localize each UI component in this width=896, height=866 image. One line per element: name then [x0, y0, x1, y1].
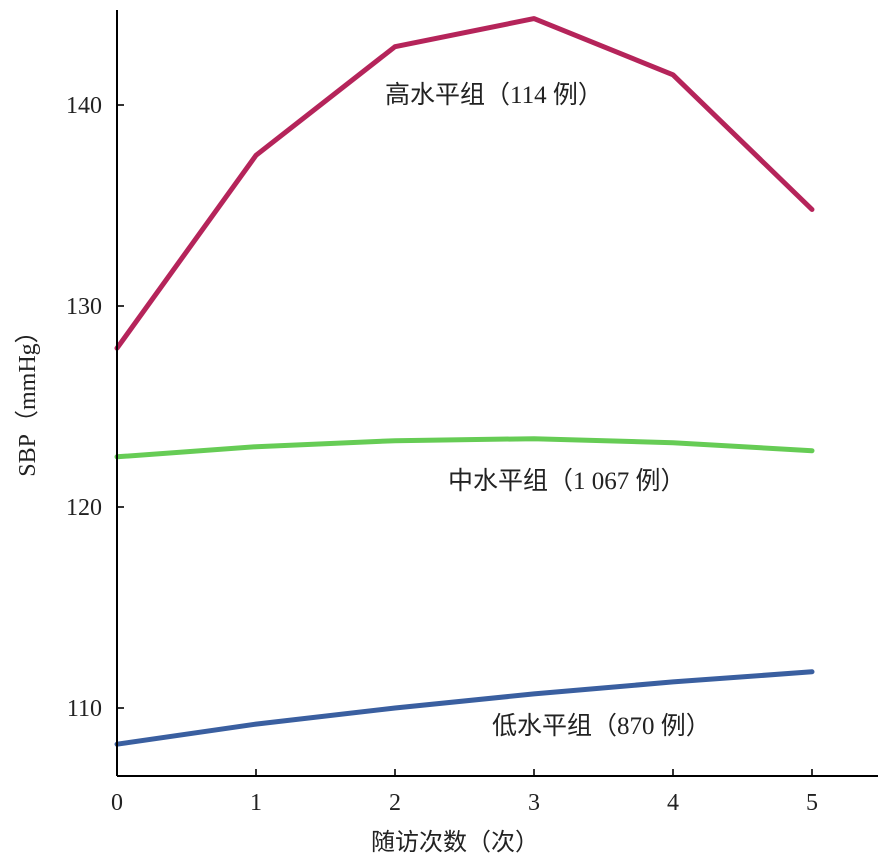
- x-tick-label: 5: [806, 790, 818, 816]
- y-tick-label: 130: [66, 294, 102, 320]
- series-label-0: 高水平组（114 例）: [385, 81, 603, 109]
- series-layer: [114, 16, 815, 747]
- x-tick-label: 2: [389, 790, 401, 816]
- series-labels-layer: 高水平组（114 例） 中水平组（1 067 例） 低水平组（870 例）: [385, 81, 711, 740]
- y-tick-label: 110: [67, 696, 102, 722]
- series-label-1: 中水平组（1 067 例）: [448, 467, 686, 495]
- x-tick-label: 1: [250, 790, 262, 816]
- x-axis-title: 随访次数（次）: [371, 829, 539, 856]
- x-tick-label: 3: [528, 790, 540, 816]
- y-axis-title: SBP（mmHg）: [15, 319, 41, 476]
- series-line-0: [114, 16, 815, 351]
- axes-layer: [116, 10, 878, 777]
- series-line-1: [114, 436, 815, 460]
- ticks-layer: 110 120 130 140 0 1 2 3 4 5: [66, 93, 818, 816]
- series-line-2: [114, 669, 815, 747]
- series-label-2: 低水平组（870 例）: [492, 712, 711, 740]
- x-tick-label: 0: [111, 790, 123, 816]
- y-tick-label: 140: [66, 93, 102, 119]
- y-tick-label: 120: [66, 495, 102, 521]
- x-tick-label: 4: [667, 790, 679, 816]
